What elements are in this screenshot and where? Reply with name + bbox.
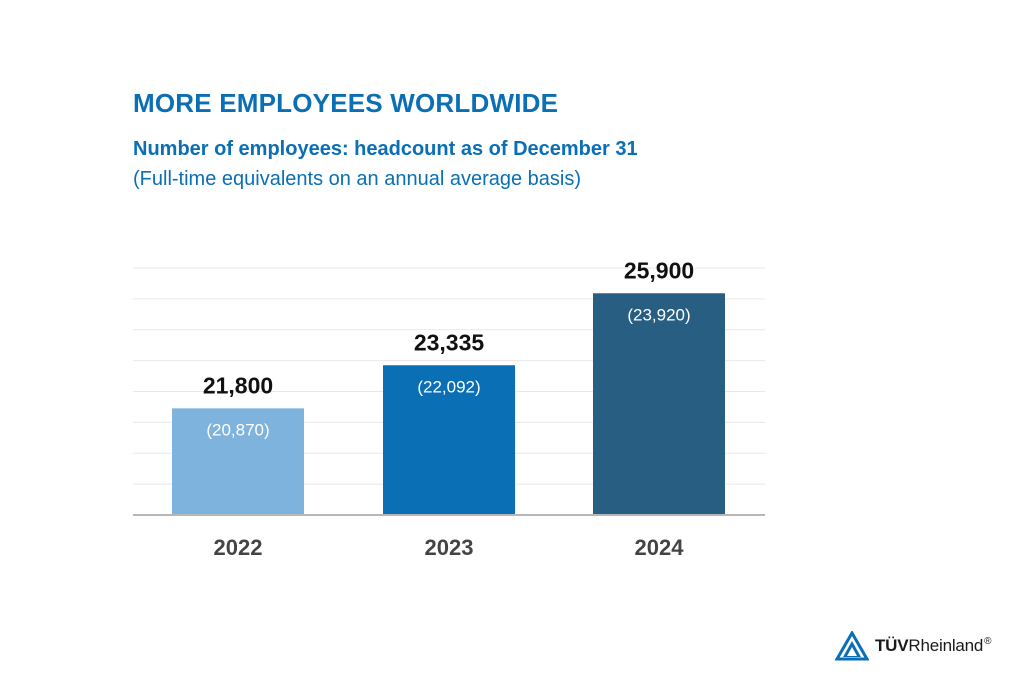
value-label-2024: 25,900 [624, 257, 694, 283]
bar-2022 [172, 408, 304, 515]
chart-note: (Full-time equivalents on an annual aver… [133, 168, 582, 190]
fte-label-2023: (22,092) [417, 377, 480, 396]
chart-subtitle: Number of employees: headcount as of Dec… [133, 138, 638, 160]
fte-label-2024: (23,920) [627, 305, 690, 324]
triangle-logo-icon [835, 631, 869, 661]
chart-title: MORE EMPLOYEES WORLDWIDE [133, 88, 559, 118]
bar-2024 [593, 293, 725, 515]
tuv-rheinland-logo: TÜVRheinland® [835, 631, 992, 661]
bar-2023 [383, 365, 515, 515]
x-tick-label-2023: 2023 [425, 535, 474, 560]
chart-bars [172, 293, 725, 515]
logo-wordmark: TÜVRheinland® [875, 636, 992, 655]
value-label-2023: 23,335 [414, 329, 485, 355]
value-label-2022: 21,800 [203, 372, 273, 398]
fte-label-2022: (20,870) [206, 420, 269, 439]
x-tick-label-2022: 2022 [214, 535, 263, 560]
chart-labels: 21,800 (20,870) 2022 23,335 (22,092) 2023 25,9… [203, 257, 694, 560]
x-tick-label-2024: 2024 [635, 535, 685, 560]
